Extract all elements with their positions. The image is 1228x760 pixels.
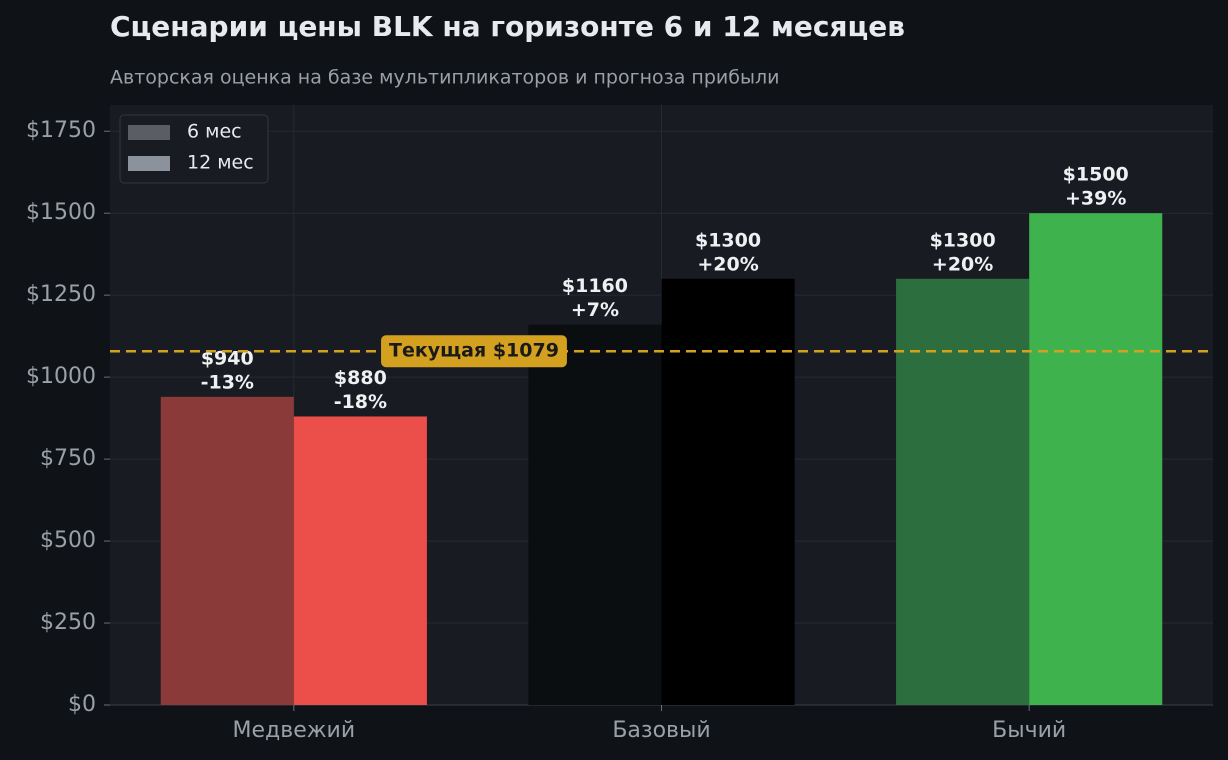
legend-label: 12 мес [187,152,254,174]
change-label: +7% [571,299,619,321]
reference-label-box [381,335,567,368]
value-label: $880 [334,367,387,389]
change-label: +20% [932,253,993,275]
bar [1029,213,1163,705]
chart-title: Сценарии цены BLK на горизонте 6 и 12 ме… [110,10,905,43]
reference-label: Текущая $1079 [389,340,559,362]
value-label: $1500 [1063,164,1129,186]
y-tick-label: $500 [40,528,96,553]
value-label: $1300 [695,229,761,251]
change-label: -18% [334,391,387,413]
bar [293,416,427,705]
legend-swatch [128,125,170,140]
bar [160,396,294,705]
x-tick-label: Медвежий [233,718,356,743]
bar [896,278,1030,705]
y-tick-label: $0 [68,692,96,717]
legend-swatch [128,156,170,171]
chart-subtitle: Авторская оценка на базе мультипликаторо… [110,67,779,89]
change-label: -13% [201,371,254,393]
value-label: $940 [201,347,254,369]
y-tick-label: $1000 [26,364,96,389]
x-tick-label: Базовый [612,718,710,743]
y-tick-label: $250 [40,610,96,635]
x-tick-label: Бычий [992,718,1066,743]
bar [528,324,662,705]
y-tick-label: $1750 [26,118,96,143]
y-tick-label: $1500 [26,200,96,225]
value-label: $1300 [930,229,996,251]
change-label: +20% [697,253,758,275]
bar [661,278,795,705]
change-label: +39% [1065,188,1126,210]
legend-label: 6 мес [187,121,242,143]
value-label: $1160 [562,275,628,297]
y-tick-label: $750 [40,446,96,471]
y-tick-label: $1250 [26,282,96,307]
